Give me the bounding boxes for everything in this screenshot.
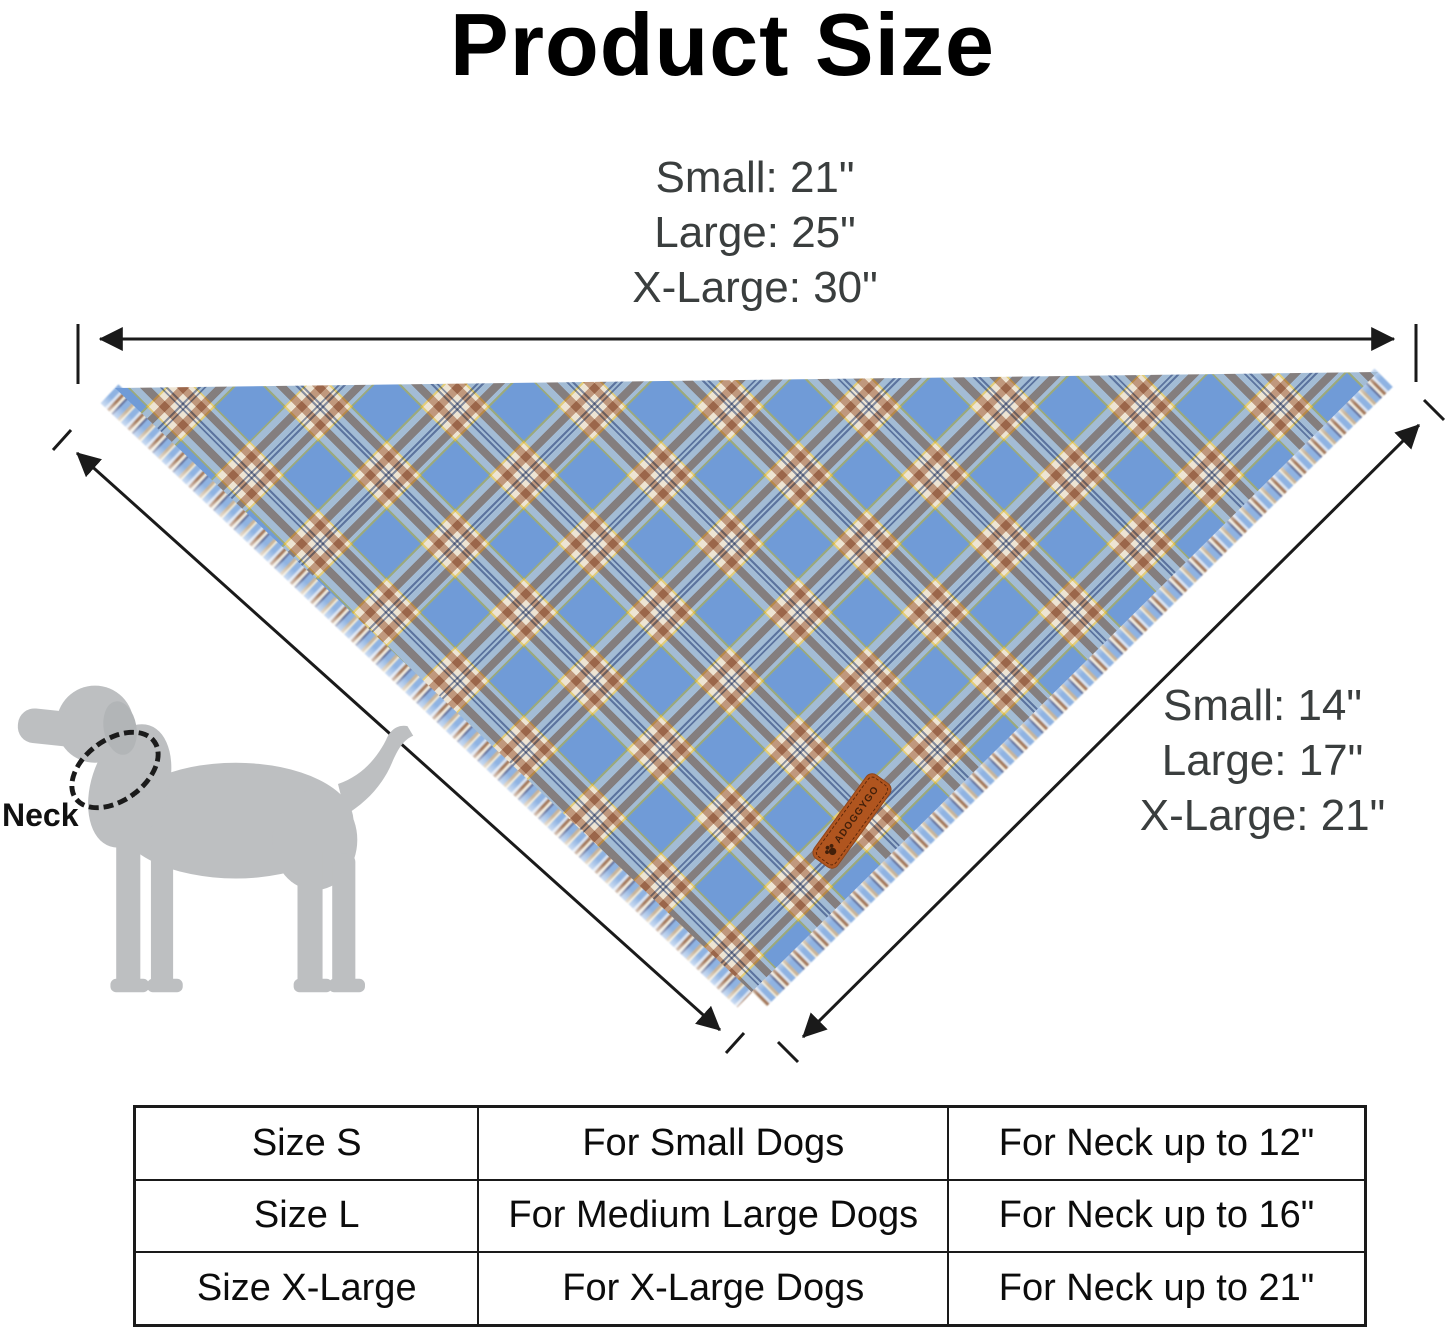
table-cell: Size L (133, 1178, 480, 1254)
right-edge-dimension-line (801, 423, 1421, 1039)
dog-silhouette (17, 685, 414, 993)
size-table: Size S For Small Dogs For Neck up to 12"… (133, 1105, 1367, 1327)
edge-measurement-xlarge: X-Large: 21" (1139, 791, 1386, 840)
width-measurement-xlarge: X-Large: 30" (632, 263, 878, 312)
table-cell: For Small Dogs (477, 1105, 950, 1181)
edge-measurement-small: Small: 14" (1162, 681, 1363, 730)
table-cell: Size S (133, 1105, 480, 1181)
table-cell: For Neck up to 16" (947, 1178, 1367, 1254)
right-line-bottom-tick (776, 1040, 800, 1064)
table-row: Size X-Large For X-Large Dogs For Neck u… (133, 1251, 1367, 1327)
table-cell: For Neck up to 21" (947, 1251, 1367, 1327)
page-title: Product Size (450, 0, 995, 94)
edge-measurements: Small: 14" Large: 17" X-Large: 21" (1080, 678, 1445, 843)
left-line-top-tick (51, 428, 73, 452)
width-measurement-small: Small: 21" (655, 153, 855, 202)
left-line-bottom-tick (724, 1031, 746, 1055)
table-row: Size S For Small Dogs For Neck up to 12" (133, 1105, 1367, 1181)
table-cell: For Medium Large Dogs (477, 1178, 950, 1254)
table-cell: For Neck up to 12" (947, 1105, 1367, 1181)
edge-measurement-large: Large: 17" (1161, 736, 1364, 785)
width-measurements: Small: 21" Large: 25" X-Large: 30" (455, 150, 1055, 315)
neck-label: Neck (2, 797, 79, 833)
table-cell: Size X-Large (133, 1251, 480, 1327)
right-line-top-tick (1422, 398, 1445, 422)
width-measurement-large: Large: 25" (654, 208, 856, 257)
table-row: Size L For Medium Large Dogs For Neck up… (133, 1178, 1367, 1254)
table-cell: For X-Large Dogs (477, 1251, 950, 1327)
